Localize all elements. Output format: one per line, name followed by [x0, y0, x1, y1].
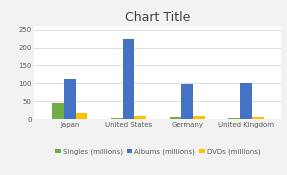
Bar — [123, 39, 134, 119]
Bar — [170, 117, 181, 119]
Bar — [193, 116, 205, 119]
Title: Chart Title: Chart Title — [125, 11, 191, 24]
Bar — [228, 118, 240, 119]
Legend: Singles (millions), Albums (millions), DVDs (millions): Singles (millions), Albums (millions), D… — [55, 148, 261, 155]
Bar — [181, 84, 193, 119]
Bar — [111, 118, 123, 119]
Bar — [52, 103, 64, 119]
Bar — [64, 79, 75, 119]
Bar — [252, 117, 264, 119]
Bar — [240, 83, 252, 119]
Bar — [75, 113, 87, 119]
Bar — [134, 116, 146, 119]
